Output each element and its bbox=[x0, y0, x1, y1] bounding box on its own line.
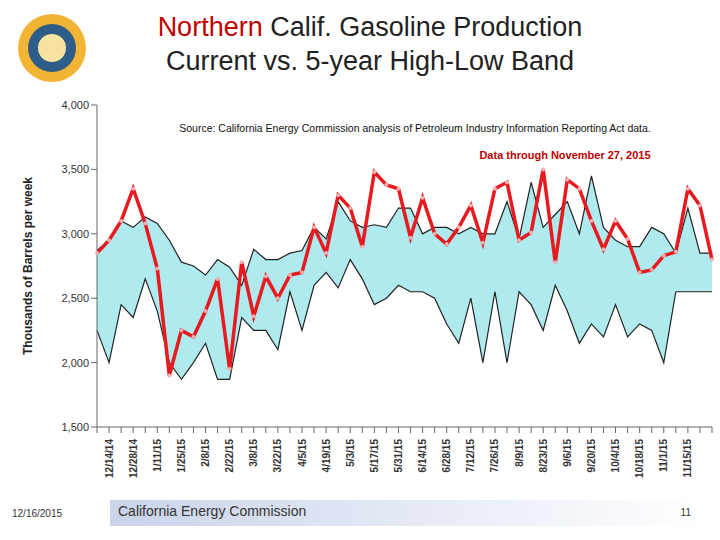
svg-text:1/11/15: 1/11/15 bbox=[152, 439, 163, 472]
svg-text:2/22/15: 2/22/15 bbox=[224, 439, 235, 473]
svg-text:5/3/15: 5/3/15 bbox=[345, 439, 356, 467]
svg-text:4/19/15: 4/19/15 bbox=[321, 439, 332, 473]
svg-text:9/6/15: 9/6/15 bbox=[562, 439, 573, 467]
svg-text:5/31/15: 5/31/15 bbox=[393, 439, 404, 473]
svg-text:2,000: 2,000 bbox=[61, 357, 89, 369]
svg-text:3/22/15: 3/22/15 bbox=[272, 439, 283, 473]
svg-text:2/8/15: 2/8/15 bbox=[200, 439, 211, 467]
svg-text:12/28/14: 12/28/14 bbox=[128, 439, 139, 478]
svg-text:10/18/15: 10/18/15 bbox=[634, 439, 645, 478]
svg-text:1/25/15: 1/25/15 bbox=[176, 439, 187, 473]
svg-text:11/1/15: 11/1/15 bbox=[658, 439, 669, 472]
svg-text:2,500: 2,500 bbox=[61, 292, 89, 304]
svg-text:10/4/15: 10/4/15 bbox=[610, 439, 621, 473]
html-text:Current vs. 5-year High-Low Ba: Current vs. 5-year High-Low Band bbox=[165, 46, 575, 76]
svg-text:6/28/15: 6/28/15 bbox=[441, 439, 452, 473]
svg-text:6/14/15: 6/14/15 bbox=[417, 439, 428, 473]
svg-text:5/17/15: 5/17/15 bbox=[369, 439, 380, 473]
svg-text:7/26/15: 7/26/15 bbox=[489, 439, 500, 473]
svg-text:3/8/15: 3/8/15 bbox=[248, 439, 259, 467]
svg-text:8/9/15: 8/9/15 bbox=[514, 439, 525, 467]
svg-text:3,500: 3,500 bbox=[61, 163, 89, 175]
svg-text:9/20/15: 9/20/15 bbox=[586, 439, 597, 473]
svg-text:7/12/15: 7/12/15 bbox=[465, 439, 476, 473]
html-text:Data through November 27, 2015: Data through November 27, 2015 bbox=[479, 149, 651, 161]
html-text:California Energy Commission: California Energy Commission bbox=[118, 503, 307, 519]
html-text:11: 11 bbox=[680, 507, 691, 518]
svg-text:11/15/15: 11/15/15 bbox=[682, 439, 693, 478]
svg-text:12/14/14: 12/14/14 bbox=[104, 439, 115, 478]
svg-text:1,500: 1,500 bbox=[61, 421, 89, 433]
svg-text:4,000: 4,000 bbox=[61, 99, 89, 111]
html-text:Source: California Energy Comm: Source: California Energy Commission ana… bbox=[179, 122, 651, 134]
html-text:Northern Calif. Gasoline Produ: Northern Calif. Gasoline Production bbox=[157, 12, 583, 42]
svg-text:3,000: 3,000 bbox=[61, 228, 89, 240]
svg-text:8/23/15: 8/23/15 bbox=[538, 439, 549, 473]
svg-text:4/5/15: 4/5/15 bbox=[297, 439, 308, 467]
html-text:12/16/2015: 12/16/2015 bbox=[12, 508, 63, 519]
svg-text:Thousands of Barrels per week: Thousands of Barrels per week bbox=[21, 177, 35, 355]
